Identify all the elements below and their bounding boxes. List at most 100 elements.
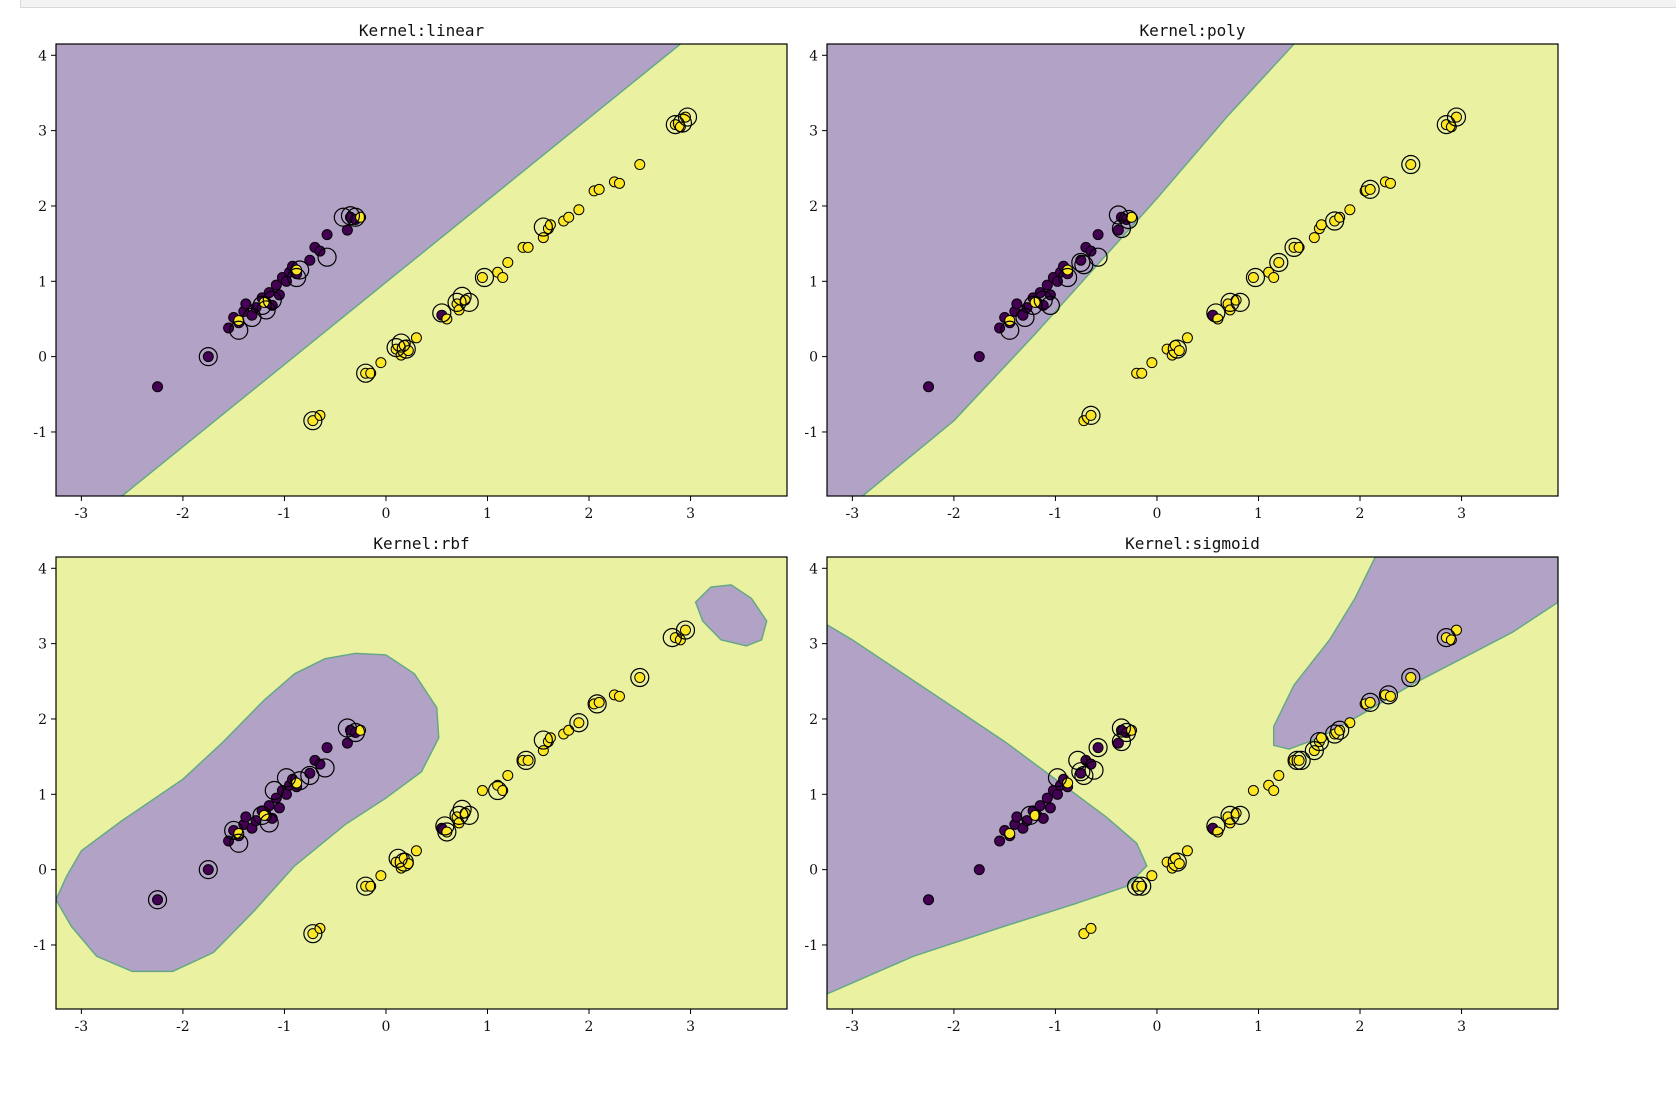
class-0-point: [994, 835, 1006, 847]
class-1-point: [375, 357, 387, 369]
support-vector-ring: [303, 411, 323, 431]
class-0-point: [270, 279, 282, 291]
support-vector-ring: [1220, 292, 1240, 312]
notebook-cell-toolbar: [20, 0, 1676, 8]
class-1-point: [563, 724, 575, 736]
support-vector-ring: [391, 333, 411, 353]
class-1-point: [1405, 159, 1417, 171]
x-tick-label: 2: [585, 506, 594, 522]
class-1-point: [1062, 264, 1074, 276]
y-tick-label: 1: [38, 787, 47, 803]
y-tick-label: 3: [38, 124, 47, 140]
support-vector-ring: [1132, 876, 1152, 896]
support-vector-ring: [262, 290, 282, 310]
class-1-point: [1293, 241, 1305, 253]
class-0-point: [341, 737, 353, 749]
support-vector-ring: [229, 320, 249, 340]
class-1-point: [291, 777, 303, 789]
class-1-point: [1384, 690, 1396, 702]
class-1-point: [1062, 777, 1074, 789]
x-tick-label: 3: [686, 506, 695, 522]
support-vector-ring: [1111, 718, 1132, 738]
class-1-point: [1268, 785, 1280, 797]
support-vector-ring: [264, 780, 284, 801]
axes-frame: [826, 556, 1559, 1010]
support-vector-ring: [665, 115, 685, 135]
x-tick-label: 3: [686, 1019, 695, 1035]
class-1-point: [573, 204, 585, 216]
y-tick-label: 1: [809, 787, 818, 803]
support-vector-ring: [345, 722, 366, 743]
class-1-point: [537, 745, 549, 757]
x-tick-label: -1: [1049, 506, 1063, 522]
class-0-point: [263, 287, 275, 299]
class-1-point: [402, 345, 414, 357]
class-1-point: [1273, 256, 1285, 268]
axes-frame: [55, 43, 788, 497]
support-vector-ring: [1446, 107, 1467, 127]
class-0-point: [1041, 279, 1053, 291]
y-tick-label: 3: [38, 637, 47, 653]
class-0-point: [1034, 287, 1046, 299]
class-0-point: [1092, 229, 1104, 241]
support-vector-ring: [437, 822, 457, 842]
subplot-title: Kernel:poly: [1140, 21, 1246, 40]
support-vectors: [1020, 628, 1456, 896]
class-1-point: [453, 817, 465, 829]
support-vector-ring: [1304, 741, 1324, 761]
support-vector-ring: [1081, 405, 1101, 425]
support-vector-ring: [1020, 805, 1040, 825]
kernel-chart-svg: -3 -2 -1 0 1 2 3 -1 0 1 2 3 4 Kernel:poly: [804, 21, 1559, 522]
y-tick-label: 2: [809, 712, 818, 728]
x-tick-label: 2: [585, 1019, 594, 1035]
subplot-rbf: -3 -2 -1 0 1 2 3 -1 0 1 2 3 4 Kernel:rbf: [0, 527, 788, 1035]
class-0-point: [202, 864, 214, 876]
support-vectors: [198, 107, 698, 431]
class-1-point: [573, 717, 585, 729]
y-tick-label: -1: [33, 425, 47, 441]
support-vector-ring: [1269, 252, 1289, 273]
y-tick-label: -1: [33, 938, 47, 954]
class-1-point: [1212, 826, 1224, 838]
y-tick-label: 1: [809, 274, 818, 290]
class-1-point: [1212, 313, 1224, 325]
support-vector-ring: [1111, 731, 1132, 752]
class-0-point: [152, 894, 164, 906]
class-1-point: [544, 732, 556, 744]
class-1-point: [1344, 717, 1356, 729]
class-1-point: [1364, 696, 1376, 708]
class-0-point: [1112, 224, 1124, 236]
x-tick-label: 0: [382, 506, 391, 522]
support-vector-ring: [533, 730, 553, 750]
support-vector-ring: [388, 848, 408, 868]
x-tick-label: 1: [1254, 506, 1263, 522]
support-vector-ring: [1220, 805, 1240, 825]
support-vector-ring: [396, 339, 416, 359]
class-0-point: [973, 864, 985, 876]
support-vector-ring: [1058, 267, 1078, 288]
y-tick-label: 3: [809, 124, 818, 140]
support-vector-ring: [1116, 722, 1137, 743]
support-vector-ring: [1436, 628, 1456, 648]
class-0-point: [202, 351, 214, 363]
class-0-point: [1041, 792, 1053, 804]
x-tick-label: 3: [1457, 1019, 1466, 1035]
support-vector-ring: [287, 267, 307, 288]
x-tick-label: -2: [947, 506, 961, 522]
support-vector-ring: [1360, 692, 1380, 712]
class-0-point: [280, 275, 292, 287]
class-0-point: [923, 894, 935, 906]
support-vector-ring: [1071, 252, 1091, 273]
support-vector-ring: [452, 799, 472, 819]
axes-frame: [826, 43, 1559, 497]
x-tick-label: -3: [846, 1019, 860, 1035]
class-1-point: [1273, 769, 1285, 781]
support-vector-ring: [252, 295, 272, 316]
x-tick-label: -3: [75, 1019, 89, 1035]
class-0-point: [923, 381, 935, 393]
support-vector-ring: [198, 347, 218, 367]
support-vector-ring: [303, 924, 323, 944]
class-1-point: [441, 826, 453, 838]
support-vector-ring: [1023, 295, 1043, 316]
class-1-point: [1181, 845, 1193, 857]
